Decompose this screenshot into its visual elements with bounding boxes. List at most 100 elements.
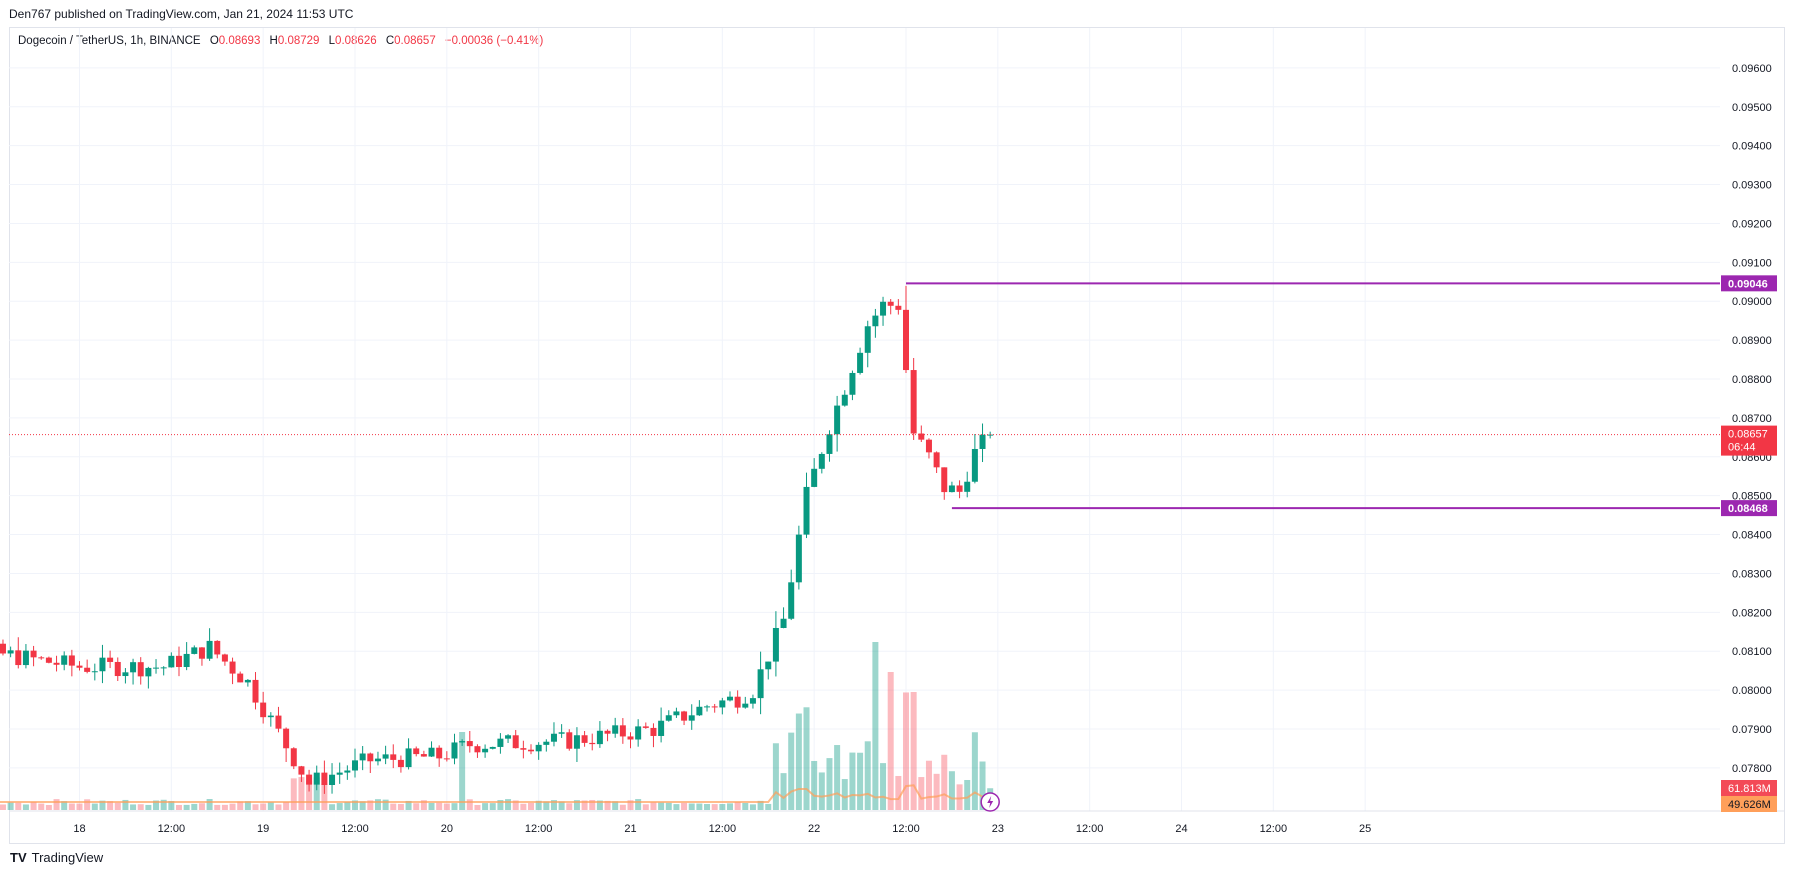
candle-body [566,732,573,749]
candle-body [482,748,489,753]
volume-bar [390,803,397,810]
volume-bar [420,800,427,810]
volume-bar [742,802,749,810]
volume-bar [558,801,565,810]
candle-body [948,485,955,493]
candle-body [413,748,420,755]
volume-ma-line [0,784,991,803]
volume-bar [68,803,75,810]
y-tick-label: 0.09200 [1732,218,1772,230]
volume-bar [252,804,259,810]
x-tick-label: 21 [624,823,636,835]
volume-bar [313,777,320,810]
volume-bar [283,802,290,810]
footer-brand[interactable]: TV TradingView [10,850,103,865]
candle-body [780,618,787,628]
candle-body [979,434,986,449]
volume-bar [887,672,894,810]
volume-bar [397,803,404,810]
x-tick-label: 12:00 [158,823,186,835]
volume-bar [948,771,955,810]
candle-body [84,667,91,672]
volume-bar [466,799,473,810]
volume-bar [22,804,29,810]
level-price-tag [1721,500,1777,517]
volume-bar [803,707,810,810]
volume-bar [596,800,603,810]
candle-body [474,746,481,753]
candle-body [107,657,114,662]
symbol-legend: Dogecoin / TetherUS, 1h, BINANCE O0.0869… [18,35,543,47]
candle-body [704,706,711,708]
y-tick-label: 0.09100 [1732,257,1772,269]
volume-bar [30,801,37,810]
volume-bar [566,803,573,810]
x-tick-label: 18 [73,823,85,835]
volume-bar [206,799,213,810]
volume-bar [306,780,313,810]
volume-bar [474,804,481,810]
candle-body [573,735,580,749]
candle-body [880,301,887,316]
candle-body [596,730,603,745]
volume-bar [61,801,68,810]
volume-bar [153,800,160,810]
volume-bar [979,761,986,810]
open-value: 0.08693 [218,35,261,47]
volume-bar [573,800,580,810]
candle-body [964,481,971,492]
volume-bar [757,800,764,810]
volume-bar [99,800,106,810]
candle-body [466,741,473,747]
x-tick-label: 20 [441,823,453,835]
candle-body [925,439,932,453]
y-tick-label: 0.08800 [1732,374,1772,386]
candle-body [711,706,718,708]
candle-body [45,657,52,663]
candle-body [749,698,756,704]
volume-bar [941,754,948,810]
candle-body [428,747,435,757]
y-tick-label: 0.07800 [1732,763,1772,775]
candle-body [826,434,833,454]
candle-body [459,741,466,743]
candle-body [520,748,527,750]
volume-bar [336,803,343,810]
candle-body [497,738,504,747]
volume-bar [130,804,137,810]
candle-body [7,650,14,654]
x-tick-label: 12:00 [1260,823,1288,835]
symbol-name[interactable]: Dogecoin / TetherUS, 1h, BINANCE [18,35,201,47]
volume-bar [0,804,6,810]
volume-bar [535,800,542,810]
volume-bar [374,799,381,810]
y-tick-label: 0.07900 [1732,724,1772,736]
candle-body [841,394,848,406]
volume-bar [137,804,144,810]
x-tick-label: 19 [257,823,269,835]
candle-body [543,741,550,745]
x-tick-label: 12:00 [525,823,553,835]
candle-body [267,715,274,718]
volume-bar [84,799,91,810]
volume-bar [857,752,864,810]
volume-bar [788,732,795,810]
candle-body [367,753,374,762]
candle-body [122,672,129,677]
volume-bar [918,777,925,810]
volume-bar [619,804,626,810]
candle-body [382,754,389,759]
candle-body [895,305,902,310]
candle-body [175,655,182,668]
candle-body [145,667,152,677]
candle-body [918,433,925,440]
low-label: L [328,35,336,47]
level-price-tag [1721,275,1777,292]
volume-bar [581,800,588,810]
candle-body [206,640,213,659]
close-value: 0.08657 [394,35,436,47]
volume-bar [589,799,596,810]
candle-body [313,772,320,785]
candle-body [528,749,535,752]
